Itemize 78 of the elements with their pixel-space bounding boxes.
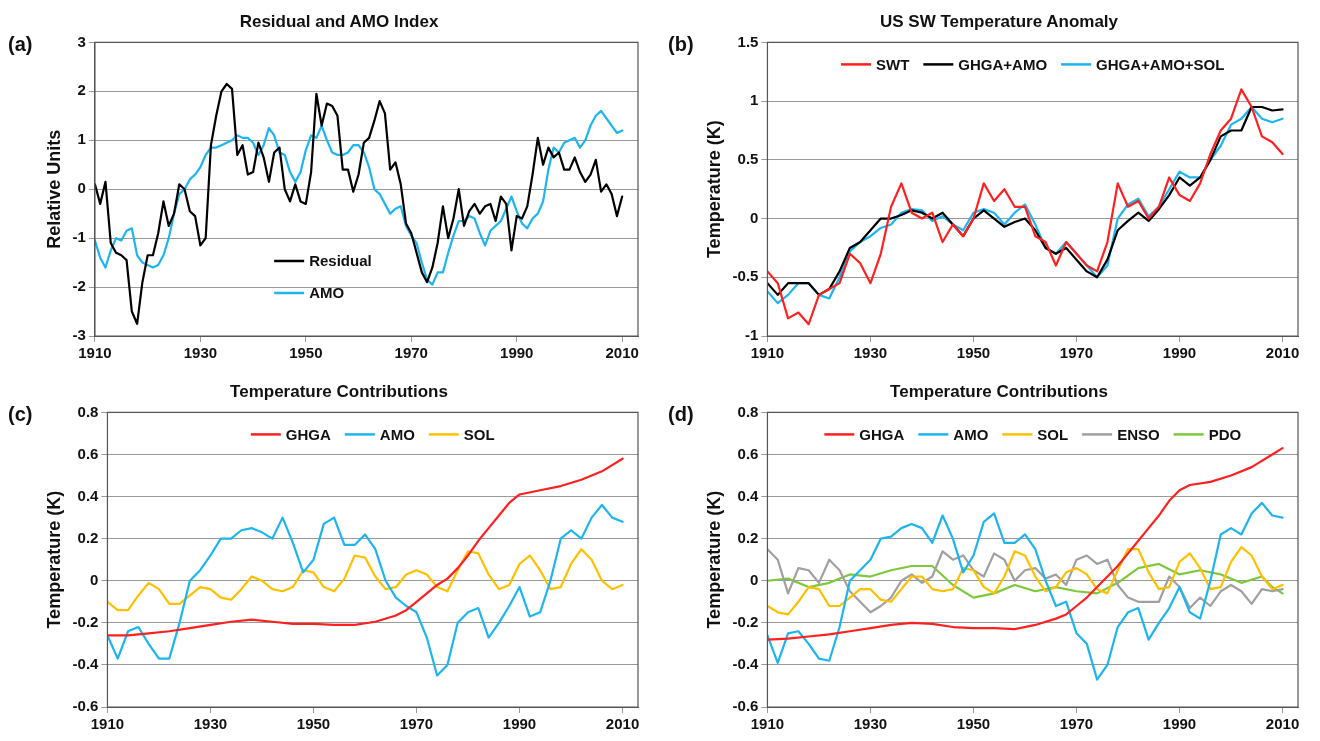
x-tick-label: 1970 [399,715,434,733]
legend-label: PDO [1208,425,1242,443]
x-tick-label: 1910 [78,344,112,362]
y-tick-label: 0.4 [737,486,760,504]
y-tick-label: -3 [72,326,86,344]
y-tick-label: 0.2 [77,528,99,546]
chart-title: Temperature Contributions [230,381,448,401]
text: (d) [668,402,694,425]
legend-label: AMO [309,284,345,302]
y-axis-title: Temperature (K) [43,490,64,629]
y-tick-label: -0.5 [732,267,759,285]
x-tick-label: 2010 [1265,344,1300,362]
x-tick-label: 1990 [502,715,537,733]
text: (a) [8,32,33,55]
x-tick-label: 1930 [193,715,228,733]
legend-label: SWT [876,55,910,73]
y-tick-label: -0.2 [732,612,759,630]
legend-label: ENSO [1117,425,1160,443]
y-tick-label: -0.2 [72,612,99,630]
legend-label: GHGA+AMO [958,55,1048,73]
y-tick-label: -0.4 [72,655,100,673]
legend-label: AMO [379,425,416,443]
y-tick-label: 0.6 [77,444,99,462]
legend-label: GHGA [859,425,905,443]
y-tick-label: 0.6 [737,444,759,462]
x-tick-label: 1990 [1162,344,1197,362]
x-tick-label: 1910 [750,344,785,362]
legend-label: AMO [953,425,989,443]
y-tick-label: 0.5 [737,149,759,167]
y-tick-label: 1 [750,91,759,109]
y-axis-title: Temperature (K) [703,120,724,259]
x-tick-label: 1910 [90,715,125,733]
y-tick-label: 0 [90,570,99,588]
x-tick-label: 2010 [605,344,639,362]
y-tick-label: 3 [77,32,86,50]
legend-label: GHGA+AMO+SOL [1096,55,1225,73]
y-tick-label: -0.6 [72,697,99,715]
y-tick-label: 0.2 [737,528,759,546]
chart-title: US SW Temperature Anomaly [879,11,1119,31]
y-tick-label: -1 [745,326,759,344]
x-tick-label: 1990 [1162,715,1197,733]
y-tick-label: 0 [77,179,86,197]
y-tick-label: -2 [72,277,86,295]
y-tick-label: 2 [77,81,86,99]
x-tick-label: 1930 [183,344,218,362]
y-tick-label: 0 [750,570,759,588]
y-axis-title: Temperature (K) [703,490,724,629]
x-tick-label: 1970 [1059,715,1094,733]
legend-label: Residual [309,252,372,270]
x-tick-label: 1950 [956,715,991,733]
y-axis-title: Relative Units [43,129,64,249]
y-tick-label: 0.8 [77,402,99,420]
x-tick-label: 2010 [1265,715,1300,733]
y-tick-label: 0 [750,208,759,226]
x-tick-label: 1950 [296,715,331,733]
legend-label: GHGA [285,425,331,443]
legend-label: SOL [1037,425,1069,443]
text: (b) [668,32,694,55]
x-tick-label: 1910 [750,715,785,733]
y-tick-label: -0.4 [732,655,760,673]
text: (c) [8,402,33,425]
y-tick-label: -1 [72,228,86,246]
x-tick-label: 1950 [956,344,991,362]
y-tick-label: -0.6 [732,697,759,715]
x-tick-label: 1990 [500,344,534,362]
x-tick-label: 1970 [394,344,428,362]
y-tick-label: 1.5 [737,32,759,50]
x-tick-label: 1930 [853,715,888,733]
chart-title: Temperature Contributions [890,381,1108,401]
x-tick-label: 1930 [853,344,888,362]
legend-label: SOL [463,425,495,443]
x-tick-label: 1970 [1059,344,1094,362]
chart-title: Residual and AMO Index [239,11,439,31]
y-tick-label: 1 [77,130,86,148]
y-tick-label: 0.4 [77,486,100,504]
x-tick-label: 1950 [289,344,323,362]
y-tick-label: 0.8 [737,402,759,420]
x-tick-label: 2010 [605,715,640,733]
